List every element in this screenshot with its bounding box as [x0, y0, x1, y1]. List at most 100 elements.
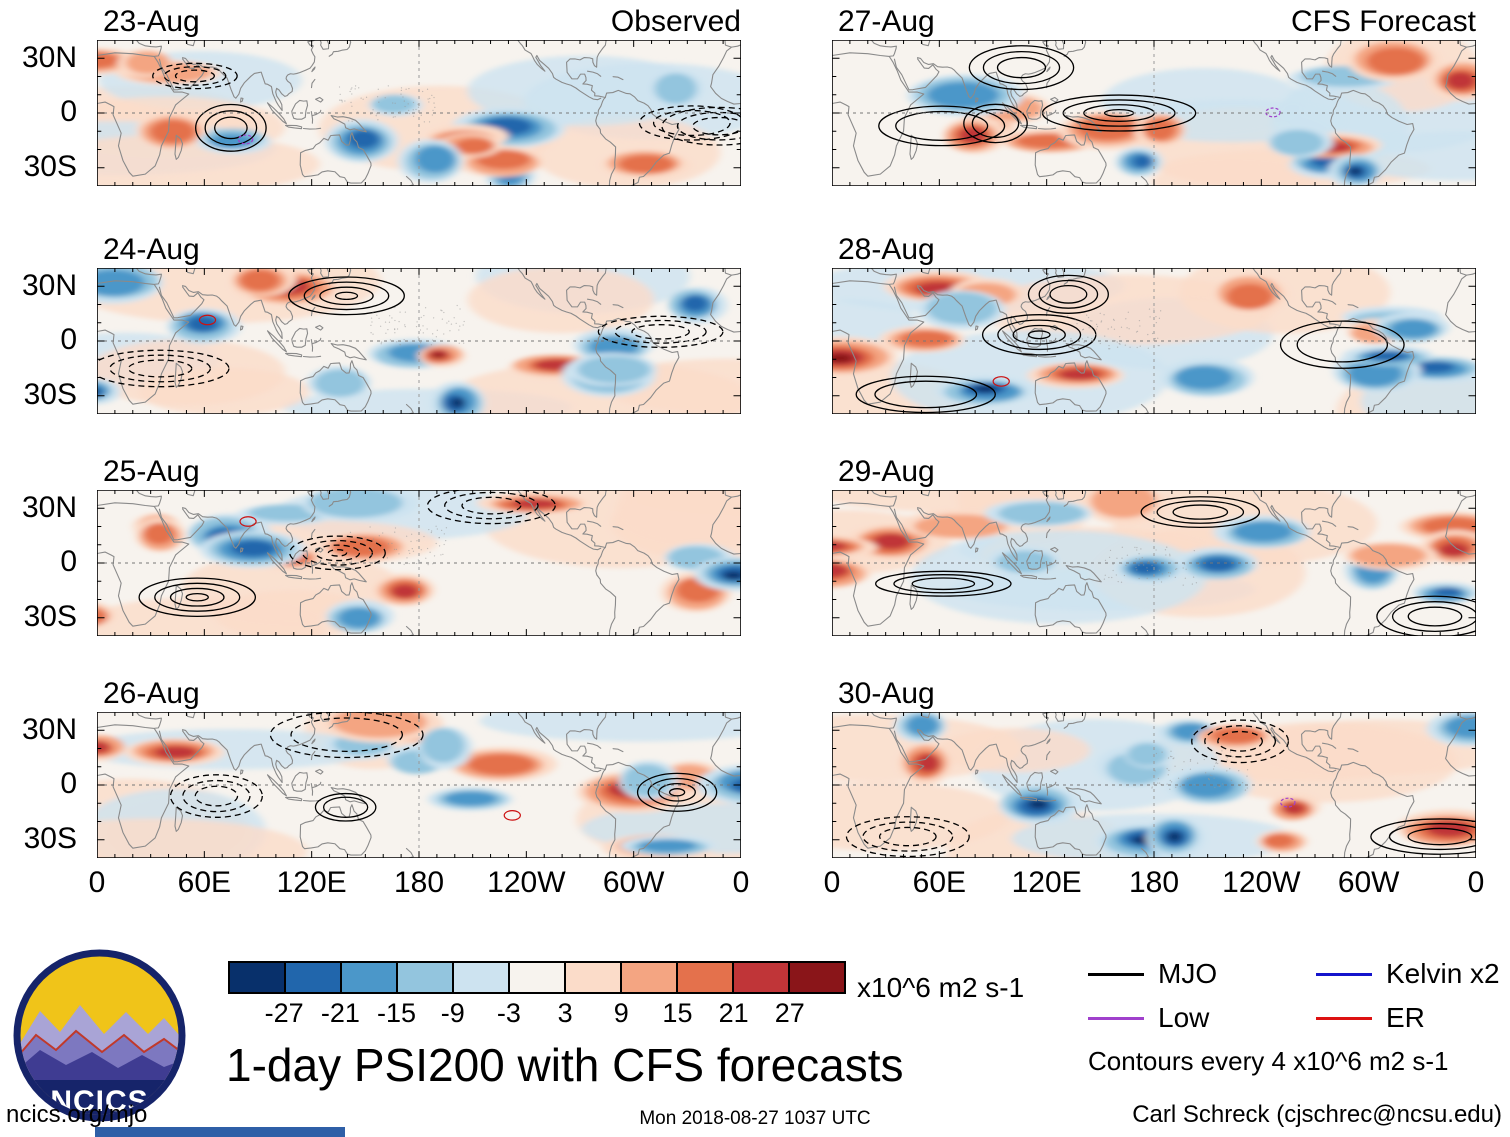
panel-date: 24-Aug	[103, 233, 200, 266]
colorbar-tick-label: 15	[662, 998, 693, 1028]
colorbar-tick-label: -3	[496, 998, 521, 1028]
legend-note: Contours every 4 x10^6 m2 s-1	[1088, 1046, 1449, 1076]
column-header-forecast: CFS Forecast	[1290, 5, 1476, 38]
map-canvas-24aug	[97, 268, 741, 414]
panel-date: 25-Aug	[103, 455, 200, 488]
x-tick-label: 0	[88, 866, 106, 899]
map-frame	[832, 268, 1476, 414]
x-tick-label: 60E	[912, 866, 967, 899]
contour-legend: MJO Kelvin x2 Low ER Contours every 4 x10^6…	[1088, 958, 1500, 1077]
x-tick-label: 120W	[1222, 866, 1301, 899]
legend-item-kelvin-x2: Kelvin x2	[1316, 958, 1500, 990]
panel-26aug: 26-Aug 30N 0 30S	[22, 676, 741, 858]
map-canvas-23aug	[97, 40, 741, 186]
colorbar-tick-label: -21	[320, 998, 360, 1028]
y-tick-label: 0	[60, 545, 77, 578]
x-tick-label: 0	[1467, 866, 1485, 899]
map-canvas-27aug	[832, 40, 1476, 186]
bottom-blue-bar	[95, 1127, 345, 1137]
x-tick-label: 120W	[487, 866, 566, 899]
y-tick-label: 30S	[23, 822, 77, 855]
map-canvas-30aug	[832, 712, 1476, 858]
y-tick-label: 0	[60, 767, 77, 800]
legend-item-low: Low	[1088, 1002, 1316, 1034]
figure-title: 1-day PSI200 with CFS forecasts	[226, 1039, 904, 1091]
footer-timestamp: Mon 2018-08-27 1037 UTC	[639, 1108, 871, 1129]
colorbar-cell	[734, 963, 790, 992]
panel-date: 29-Aug	[838, 455, 935, 488]
x-tick-label: 60E	[177, 866, 232, 899]
legend-label: MJO	[1158, 958, 1218, 989]
panel-28aug: 28-Aug	[832, 232, 1476, 414]
x-tick-label: 0	[823, 866, 841, 899]
panel-30aug: 30-Aug	[832, 676, 1476, 858]
y-axis-labels: 30N 0 30S	[0, 40, 87, 186]
y-tick-label: 30N	[21, 713, 77, 746]
panel-27aug: 27-Aug CFS Forecast	[832, 4, 1476, 186]
map-canvas-25aug	[97, 490, 741, 636]
legend-line-swatch	[1088, 1016, 1144, 1020]
map-canvas-26aug	[97, 712, 741, 858]
colorbar-tick-label: 27	[774, 998, 805, 1028]
colorbar-tick-label: 3	[557, 998, 573, 1028]
legend-line-swatch	[1316, 972, 1372, 976]
colorbar-cell	[454, 963, 510, 992]
footer-credit: Carl Schreck (cjschrec@ncsu.edu)	[1132, 1101, 1502, 1128]
map-frame	[832, 712, 1476, 858]
legend-line-swatch	[1316, 1016, 1372, 1020]
colorbar-cell	[622, 963, 678, 992]
colorbar-cell	[286, 963, 342, 992]
colorbar-cell	[398, 963, 454, 992]
x-tick-label: 180	[1128, 866, 1180, 899]
y-axis-labels: 30N 0 30S	[0, 712, 87, 858]
colorbar-cell	[678, 963, 734, 992]
colorbar-cells	[228, 961, 846, 994]
colorbar-cell	[342, 963, 398, 992]
colorbar-tick-label: -9	[440, 998, 465, 1028]
map-frame: 30N 0 30S	[22, 712, 741, 858]
colorbar-cell	[566, 963, 622, 992]
panel-date: 23-Aug	[103, 5, 200, 38]
colorbar-cell	[790, 963, 844, 992]
panel-29aug: 29-Aug	[832, 454, 1476, 636]
panel-25aug: 25-Aug 30N 0 30S	[22, 454, 741, 636]
panel-date: 26-Aug	[103, 677, 200, 710]
footer-website: ncics.org/mjo	[6, 1101, 148, 1128]
y-tick-label: 0	[60, 95, 77, 128]
map-canvas-28aug	[832, 268, 1476, 414]
colorbar-tick-label: -15	[377, 998, 417, 1028]
y-tick-label: 30S	[23, 150, 77, 183]
colorbar-tick-label: -27	[264, 998, 304, 1028]
legend-label: ER	[1386, 1002, 1425, 1033]
colorbar-tick-label: 21	[718, 998, 749, 1028]
x-tick-label: 0	[732, 866, 750, 899]
colorbar: -27 -21 -15 -9 -3 3 9 15 21 27	[228, 961, 846, 1028]
panel-header: 25-Aug	[97, 454, 741, 490]
panel-header: 26-Aug	[97, 676, 741, 712]
map-frame: 30N 0 30S	[22, 268, 741, 414]
map-frame: 30N 0 30S	[22, 40, 741, 186]
panel-date: 27-Aug	[838, 5, 935, 38]
x-tick-label: 120E	[1011, 866, 1082, 899]
panel-header: 27-Aug CFS Forecast	[832, 4, 1476, 40]
colorbar-cell	[230, 963, 286, 992]
legend-item-mjo: MJO	[1088, 958, 1316, 990]
y-tick-label: 30N	[21, 491, 77, 524]
panel-24aug: 24-Aug 30N 0 30S	[22, 232, 741, 414]
y-tick-label: 30N	[21, 41, 77, 74]
map-canvas-29aug	[832, 490, 1476, 636]
panel-date: 28-Aug	[838, 233, 935, 266]
y-tick-label: 0	[60, 323, 77, 356]
panel-23aug: 23-Aug Observed 30N 0 30S	[22, 4, 741, 186]
legend-item-er: ER	[1316, 1002, 1500, 1034]
panel-header: 23-Aug Observed	[97, 4, 741, 40]
map-frame	[832, 40, 1476, 186]
map-frame	[832, 490, 1476, 636]
map-frame: 30N 0 30S	[22, 490, 741, 636]
y-axis-labels: 30N 0 30S	[0, 268, 87, 414]
x-tick-label: 60W	[1337, 866, 1400, 899]
panel-date: 30-Aug	[838, 677, 935, 710]
panel-header: 29-Aug	[832, 454, 1476, 490]
x-axis-labels-right: 0 60E 120E 180 120W 60W 0	[824, 866, 1485, 902]
